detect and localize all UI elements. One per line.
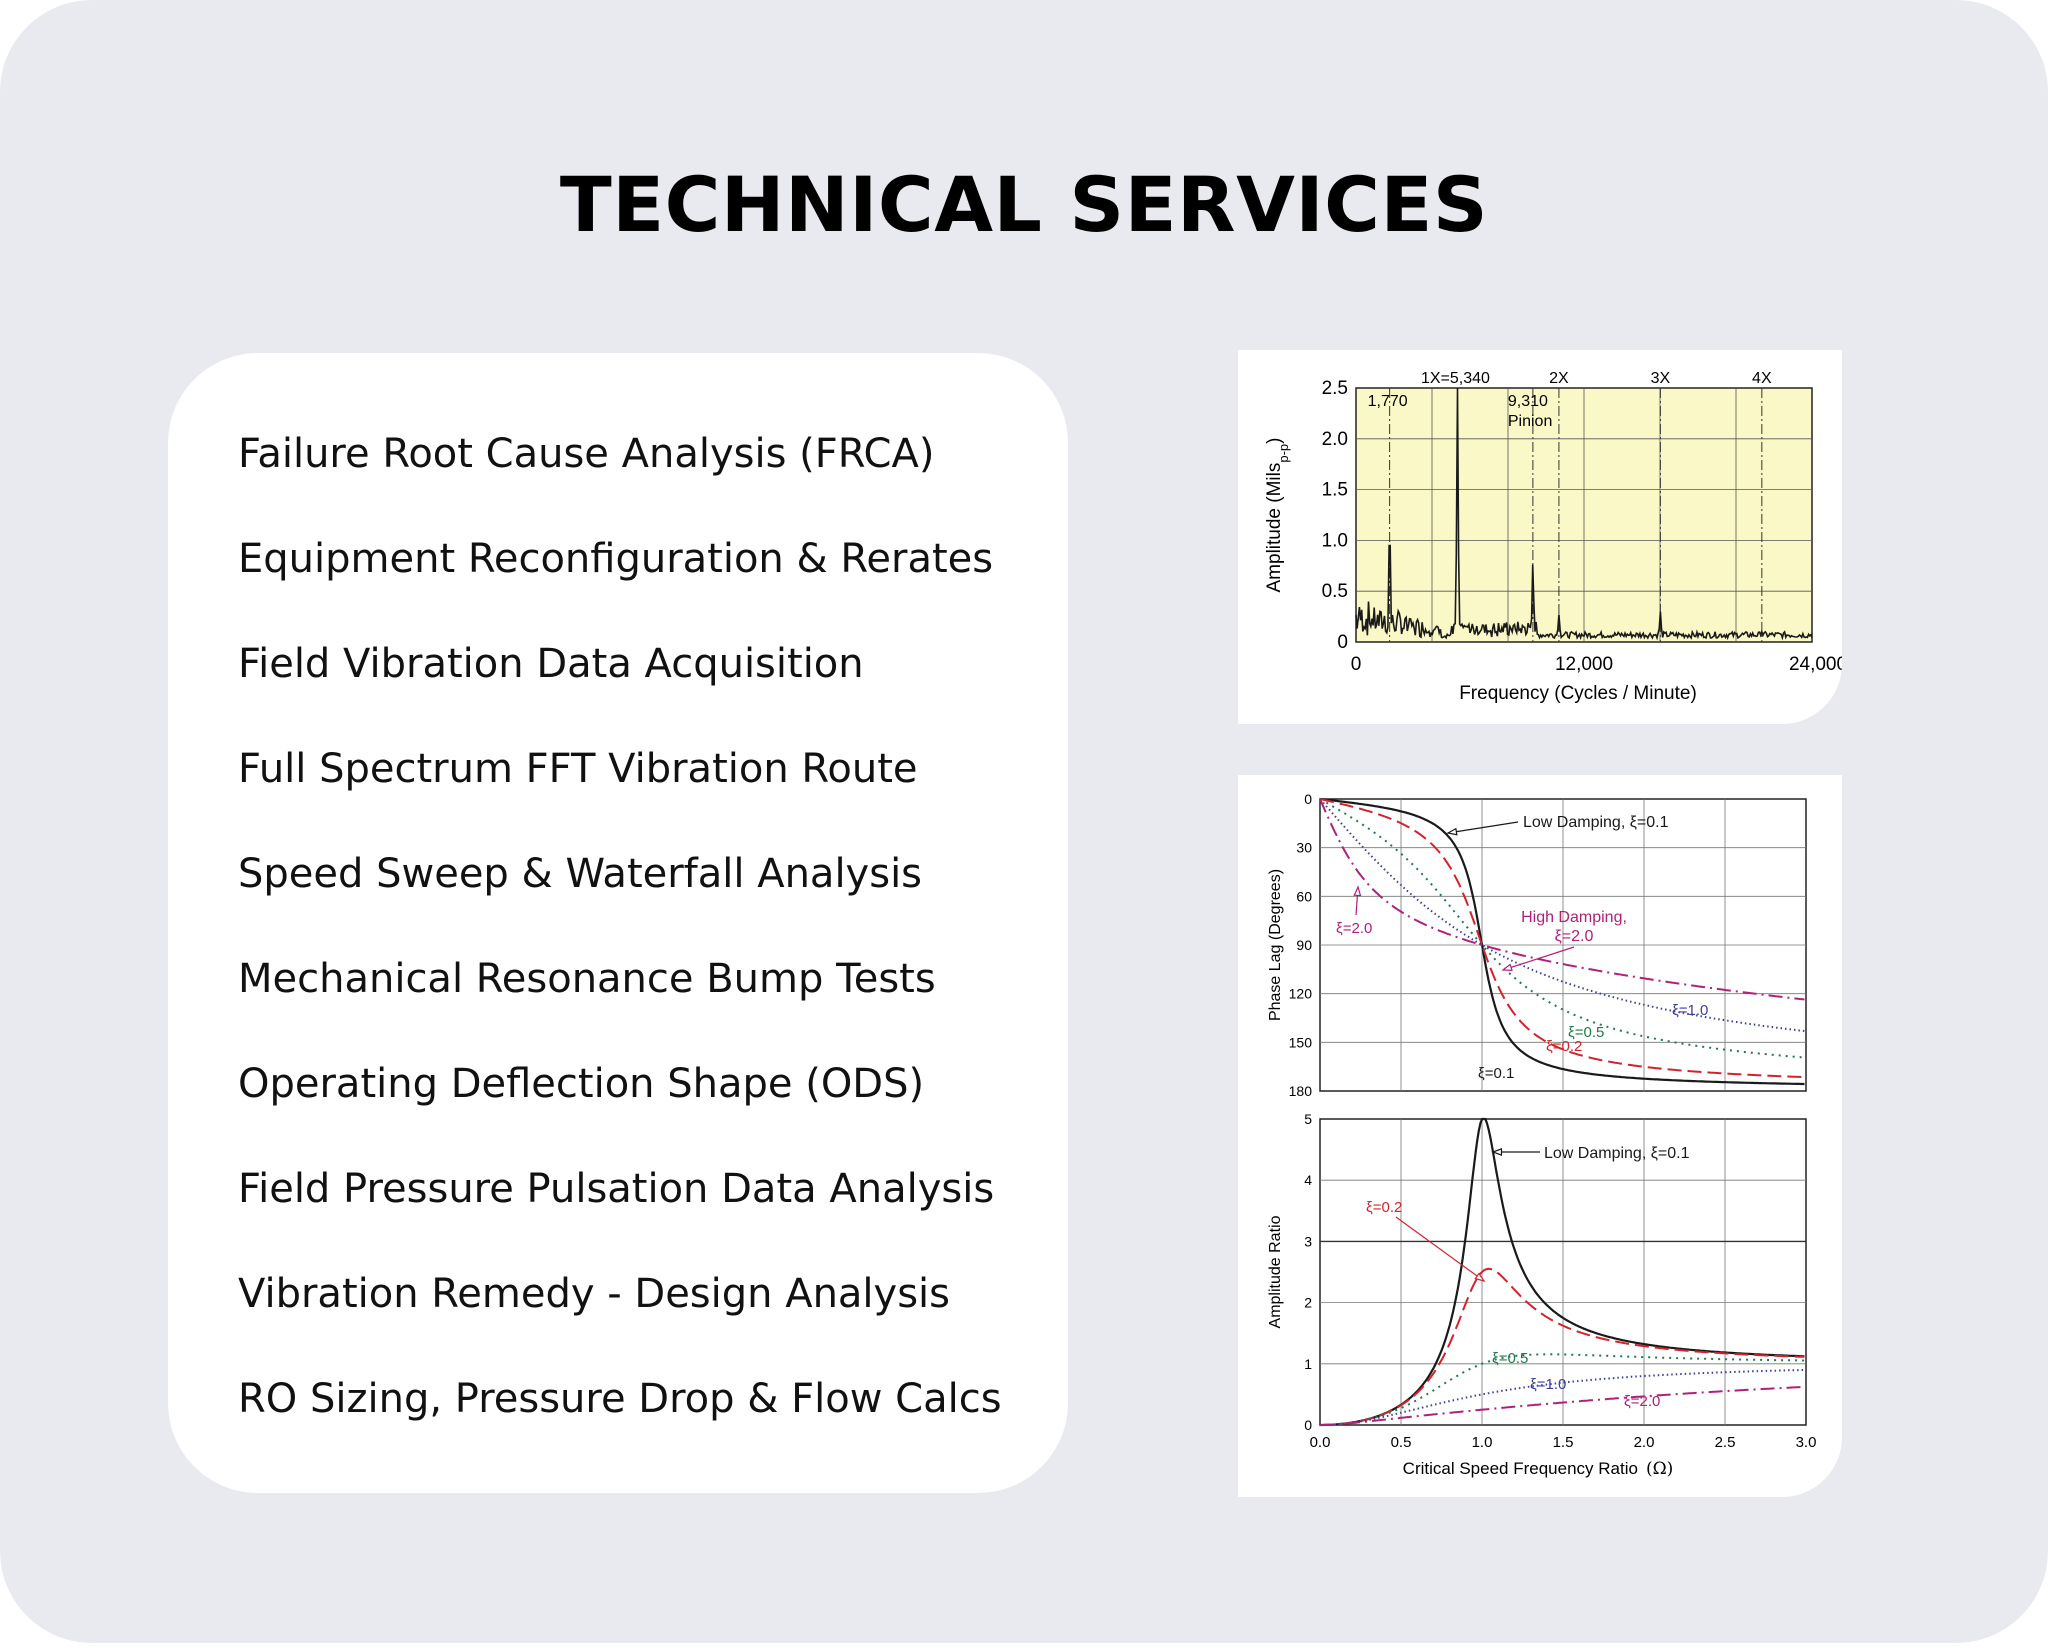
phase-y-tick-label: 180 bbox=[1289, 1083, 1313, 1099]
service-item: RO Sizing, Pressure Drop & Flow Calcs bbox=[238, 1376, 1002, 1422]
phase-label-high-damping: High Damping, bbox=[1521, 909, 1627, 926]
amp-arrow-xi-0-2 bbox=[1395, 1216, 1485, 1282]
y-tick-label: 2.0 bbox=[1322, 429, 1348, 450]
resonance-response-figure: 0 30 60 90 120 150 180 0 1 2 3 4 5 0.0 0.5 1.0 1.5 2.0 2.5… bbox=[1238, 775, 1842, 1497]
top-marker-1x: 1X=5,340 bbox=[1421, 370, 1490, 387]
phase-series-xi-0-2 bbox=[1319, 798, 1805, 1079]
phase-y-tick-label: 60 bbox=[1296, 888, 1312, 904]
amp-arrow-xi-0-2-head bbox=[1474, 1272, 1486, 1283]
page-title: TECHNICAL SERVICES bbox=[559, 160, 1489, 249]
amplitude-y-tick-label: 3 bbox=[1304, 1233, 1312, 1249]
phase-label-high-damping-xi: ξ=2.0 bbox=[1555, 928, 1594, 945]
amp-label-xi-1-0: ξ=1.0 bbox=[1530, 1376, 1566, 1393]
x-tick-label: 2.5 bbox=[1715, 1434, 1736, 1451]
amp-label-low-damping: Low Damping, ξ=0.1 bbox=[1544, 1145, 1690, 1162]
phase-label-xi-0-5: ξ=0.5 bbox=[1568, 1024, 1604, 1041]
y-tick-label: 0.5 bbox=[1322, 581, 1348, 602]
x-tick-label: 0 bbox=[1351, 654, 1362, 675]
top-marker-4x: 4X bbox=[1752, 370, 1772, 387]
phase-arrow-xi-2-0-head bbox=[1353, 885, 1362, 897]
phase-label-low-damping: Low Damping, ξ=0.1 bbox=[1523, 814, 1669, 831]
phase-y-tick-label: 120 bbox=[1289, 986, 1313, 1002]
amplitude-series-xi-2-0 bbox=[1320, 1385, 1805, 1426]
phase-y-tick-label: 0 bbox=[1304, 791, 1312, 807]
service-item: Failure Root Cause Analysis (FRCA) bbox=[238, 431, 935, 477]
service-item: Speed Sweep & Waterfall Analysis bbox=[238, 851, 923, 897]
service-item: Operating Deflection Shape (ODS) bbox=[238, 1061, 925, 1107]
amplitude-y-tick-label: 2 bbox=[1304, 1295, 1312, 1311]
x-axis-label: Critical Speed Frequency Ratio (Ω) bbox=[1403, 1459, 1674, 1479]
phase-label-xi-2-0: ξ=2.0 bbox=[1336, 920, 1372, 937]
top-marker-2x: 2X bbox=[1549, 370, 1569, 387]
phase-series-xi-0-1 bbox=[1320, 797, 1805, 1086]
phase-label-xi-0-2: ξ=0.2 bbox=[1546, 1038, 1582, 1055]
phase-y-tick-label: 30 bbox=[1296, 840, 1312, 856]
phase-arrow-high-damping bbox=[1502, 946, 1575, 971]
x-tick-label: 0.5 bbox=[1391, 1434, 1412, 1451]
phase-arrow-low-damping bbox=[1447, 821, 1519, 834]
x-tick-label: 2.0 bbox=[1634, 1434, 1655, 1451]
spectrum-series bbox=[1355, 387, 1813, 641]
amplitude-series-xi-0-2 bbox=[1320, 1267, 1805, 1426]
y-axis-label: Amplitude (Milsp-p) bbox=[1264, 438, 1291, 593]
y-tick-label: 1.5 bbox=[1322, 480, 1348, 501]
amp-label-xi-0-5: ξ=0.5 bbox=[1492, 1350, 1528, 1367]
service-item: Vibration Remedy - Design Analysis bbox=[238, 1271, 951, 1317]
y-tick-label: 2.5 bbox=[1322, 378, 1348, 399]
amp-label-xi-0-2: ξ=0.2 bbox=[1366, 1199, 1402, 1216]
service-item: Mechanical Resonance Bump Tests bbox=[238, 956, 936, 1002]
phase-label-xi-0-1: ξ=0.1 bbox=[1478, 1065, 1514, 1082]
phase-series-xi-0-5 bbox=[1319, 798, 1805, 1059]
resonance-response-chart: 0 30 60 90 120 150 180 0 1 2 3 4 5 0.0 0.5 1.0 1.5 2.0 2.5… bbox=[1267, 791, 1817, 1479]
annotation-1770: 1,770 bbox=[1368, 393, 1408, 410]
phase-y-tick-label: 150 bbox=[1289, 1034, 1313, 1050]
service-item: Full Spectrum FFT Vibration Route bbox=[238, 746, 918, 792]
annotation-9310: 9,310 bbox=[1508, 393, 1548, 410]
phase-series-xi-2-0 bbox=[1319, 799, 1805, 1001]
x-axis-label: Frequency (Cycles / Minute) bbox=[1459, 683, 1697, 704]
phase-arrow-low-damping-head bbox=[1446, 827, 1458, 836]
amplitude-y-tick-label: 0 bbox=[1304, 1417, 1312, 1433]
x-tick-label: 12,000 bbox=[1555, 654, 1613, 675]
top-marker-3x: 3X bbox=[1651, 370, 1671, 387]
amplitude-y-tick-label: 5 bbox=[1304, 1111, 1312, 1127]
x-tick-label: 1.5 bbox=[1553, 1434, 1574, 1451]
annotation-pinion: Pinion bbox=[1508, 413, 1552, 430]
service-item: Field Vibration Data Acquisition bbox=[238, 641, 864, 687]
amplitude-y-axis-label: Amplitude Ratio bbox=[1267, 1215, 1284, 1328]
phase-arrow-high-damping-head bbox=[1501, 963, 1513, 971]
y-tick-label: 1.0 bbox=[1322, 530, 1348, 551]
services-card bbox=[168, 353, 1068, 1493]
phase-y-tick-label: 90 bbox=[1296, 937, 1312, 953]
amplitude-y-tick-label: 1 bbox=[1304, 1356, 1312, 1372]
fft-spectrum-figure: 0 0.5 1.0 1.5 2.0 2.5 0 12,000 24,000 1X=5,340 … bbox=[1238, 350, 1842, 724]
x-tick-label: 0.0 bbox=[1310, 1434, 1331, 1451]
amp-arrow-low-damping-head bbox=[1491, 1148, 1503, 1156]
phase-y-axis-label: Phase Lag (Degrees) bbox=[1267, 869, 1284, 1021]
fft-spectrum-chart: 00.51.01.52.02.5 0 12,000 24,000 1X=5,340 … bbox=[1264, 370, 1842, 704]
y-tick-label: 0 bbox=[1337, 632, 1348, 653]
x-tick-label: 3.0 bbox=[1796, 1434, 1817, 1451]
amp-label-xi-2-0: ξ=2.0 bbox=[1624, 1393, 1660, 1410]
amplitude-series-xi-1-0 bbox=[1320, 1369, 1805, 1426]
amplitude-y-tick-label: 4 bbox=[1304, 1172, 1312, 1188]
service-item: Field Pressure Pulsation Data Analysis bbox=[238, 1166, 995, 1212]
x-tick-label: 24,000 bbox=[1789, 654, 1842, 675]
phase-label-xi-1-0: ξ=1.0 bbox=[1672, 1002, 1708, 1019]
phase-series-xi-1-0 bbox=[1319, 798, 1805, 1032]
x-tick-label: 1.0 bbox=[1472, 1434, 1493, 1451]
service-item: Equipment Reconfiguration & Rerates bbox=[238, 536, 994, 582]
